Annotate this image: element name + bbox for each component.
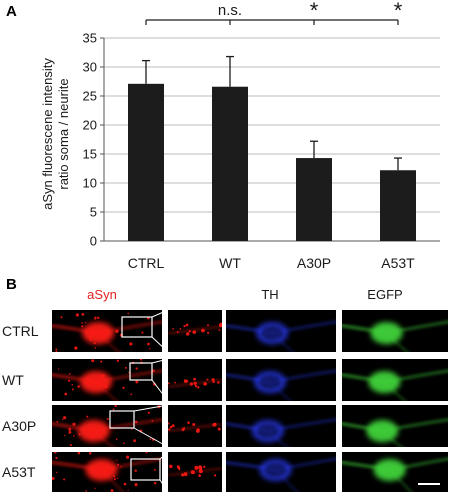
y-tick-label: 35 [83,31,97,46]
image-row-ctrl: CTRL [2,309,448,353]
y-tick-label: 25 [83,89,97,104]
y-tick-label: 10 [83,176,97,191]
image-row-wt: WT [2,358,448,402]
y-tick-label: 15 [83,147,97,162]
bar-ctrl [128,83,164,241]
y-axis-label-line1: aSyn fluorescene intensity [40,58,55,210]
image-row-a30p: A30P [2,404,448,448]
cell-signal [342,418,448,447]
micrograph-asyn [52,452,162,492]
micrograph-background [168,405,222,447]
bars [128,55,416,241]
image-row-a53t: A53T [2,451,448,492]
significance-brackets: n.s. * * [145,0,403,25]
cell-signal [168,464,222,477]
zoom-box [130,458,161,481]
zoom-box [109,410,135,429]
zoom-connector [151,336,169,353]
column-header-egfp: EGFP [367,287,402,302]
zoom-connector [151,309,169,318]
bar-wt [212,86,248,241]
significance-label: n.s. [218,2,242,19]
cell-signal [342,457,448,492]
row-label: A53T [2,464,36,480]
zoom-box [129,362,153,381]
row-label: CTRL [2,323,39,339]
micrograph-asynZoom [168,452,222,492]
y-tick-label: 5 [90,205,97,220]
micrograph-egfp [342,359,448,401]
micrograph-th [226,359,336,401]
cell-signal [168,377,222,389]
zoom-box [121,316,153,338]
micrograph-th [226,405,336,447]
significance-label: * [394,0,403,23]
cell-signal [342,320,448,352]
cell-signal [168,421,222,433]
category-label: A53T [381,255,415,271]
zoom-connector [159,479,169,492]
bar-chart: 0 5 10 15 20 25 30 35 CTRL WT A30P A53T n.s. * * aSy… [40,0,440,271]
cell-signal [52,405,162,447]
micrograph-egfp [342,452,448,492]
micrograph-egfp [342,310,448,352]
category-label: A30P [297,255,331,271]
panel-b-label: B [6,276,17,293]
micrograph-asynZoom [168,310,222,352]
category-labels: CTRL WT A30P A53T [128,255,415,271]
bar-a30p [296,158,332,241]
y-axis-label-line2: ratio soma / neurite [56,78,71,189]
cell-signal [226,320,336,352]
micrograph-asynZoom [168,359,222,401]
significance-label: * [310,0,319,23]
bar-a53t [380,170,416,241]
cell-signal [342,369,448,401]
cell-signal [226,418,336,447]
micrograph-th [226,452,336,492]
column-header-th: TH [261,287,278,302]
zoom-connector [159,451,169,460]
zoom-connector [151,379,169,402]
panel-a-label: A [6,3,17,20]
y-tick-label: 30 [83,60,97,75]
zoom-connector [133,427,169,448]
column-header-asyn: aSyn [87,287,117,302]
micrograph-th [226,310,336,352]
cell-signal [52,312,162,352]
category-label: WT [219,255,241,271]
zoom-connector [151,358,169,364]
row-label: A30P [2,418,36,434]
micrograph-asynZoom [168,405,222,447]
cell-signal [226,369,336,401]
micrograph-asyn [52,405,162,447]
row-label: WT [2,372,24,388]
zoom-connector [133,404,169,412]
microscopy-panel: aSyn TH EGFP CTRL WT A30P A53T [2,287,448,492]
micrograph-asyn [52,359,162,401]
y-axis-ticks: 0 5 10 15 20 25 30 35 [83,31,104,249]
y-tick-label: 0 [90,234,97,249]
micrograph-egfp [342,405,448,447]
y-tick-label: 20 [83,118,97,133]
cell-signal [226,457,336,492]
image-rows: CTRL WT A30P A53T [2,309,448,492]
cell-signal [52,359,162,401]
cell-signal [168,322,222,336]
category-label: CTRL [128,255,165,271]
